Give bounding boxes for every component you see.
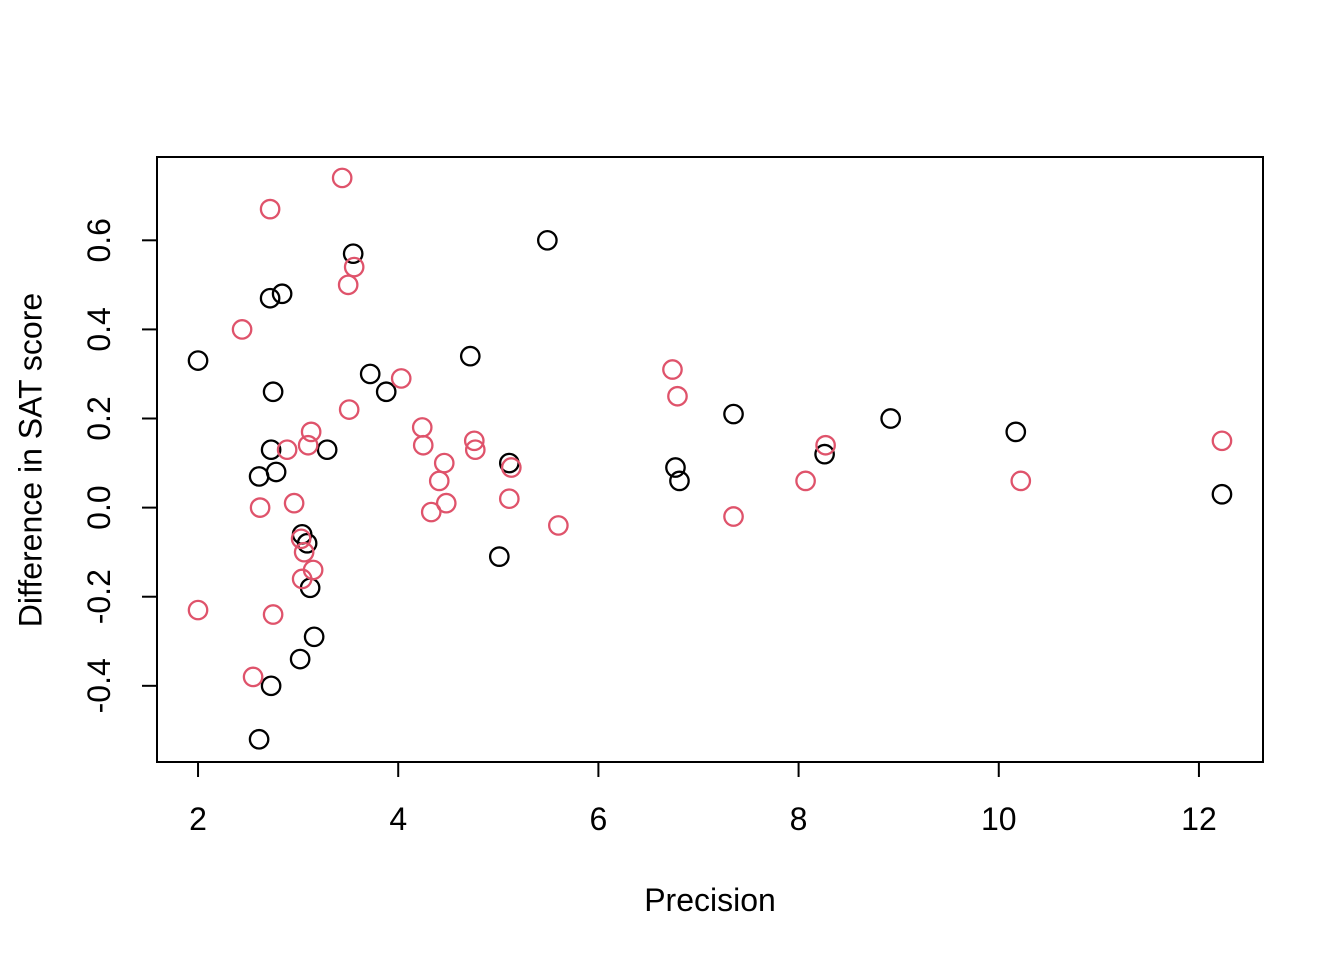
data-point: [289, 648, 311, 670]
data-point: [262, 381, 284, 403]
data-point: [293, 541, 315, 563]
data-point: [296, 532, 318, 554]
data-point: [435, 492, 457, 514]
data-point: [343, 256, 365, 278]
plot-box: [156, 156, 1264, 763]
data-point: [433, 452, 455, 474]
data-point: [1005, 421, 1027, 443]
x-tick-label: 10: [981, 801, 1017, 837]
data-point: [265, 461, 287, 483]
x-tick-label: 8: [790, 801, 808, 837]
data-point: [459, 345, 481, 367]
data-point: [248, 466, 270, 487]
y-axis-title: Difference in SAT score: [12, 292, 49, 628]
y-tick-label: 0.0: [81, 485, 117, 529]
data-point: [723, 403, 744, 425]
data-point: [316, 439, 338, 461]
data-point: [359, 363, 381, 385]
data-point: [665, 457, 686, 478]
data-point: [300, 421, 322, 443]
data-point: [880, 408, 902, 429]
data-point: [290, 528, 312, 550]
data-point: [187, 350, 209, 371]
data-points-black: [187, 229, 1233, 750]
data-point: [259, 198, 281, 220]
data-point: [262, 604, 284, 625]
x-tick-label: 6: [590, 801, 608, 837]
y-tick-label: 0.6: [81, 218, 117, 262]
data-point: [249, 497, 271, 518]
data-point: [412, 434, 434, 456]
x-axis: 2 4 6 8 10 12: [189, 762, 1217, 837]
data-point: [331, 167, 353, 189]
y-tick-label: -0.4: [81, 658, 117, 713]
data-point: [723, 506, 744, 527]
data-point: [187, 599, 209, 621]
data-point: [276, 439, 298, 461]
data-point: [297, 434, 319, 456]
x-axis-title: Precision: [644, 882, 776, 918]
y-axis: -0.4 -0.2 0.0 0.2 0.4 0.6: [81, 218, 157, 713]
data-point: [815, 434, 836, 456]
data-point: [428, 470, 450, 492]
data-point: [283, 492, 305, 514]
x-tick-label: 2: [189, 801, 207, 837]
data-point: [260, 675, 282, 697]
data-point: [1211, 483, 1233, 505]
data-point: [375, 381, 397, 403]
y-tick-label: 0.4: [81, 307, 117, 351]
data-point: [463, 430, 485, 452]
data-point: [669, 470, 690, 492]
data-point: [488, 546, 510, 567]
data-point: [302, 559, 324, 581]
data-point: [259, 287, 281, 309]
data-point: [420, 501, 442, 523]
data-point: [498, 488, 520, 510]
data-point: [667, 385, 688, 407]
data-point: [464, 439, 486, 461]
data-point: [1010, 470, 1032, 492]
y-tick-label: -0.2: [81, 569, 117, 624]
x-tick-label: 4: [389, 801, 407, 837]
data-point: [795, 470, 816, 492]
y-tick-label: 0.2: [81, 396, 117, 440]
data-points-pink: [187, 167, 1233, 688]
data-point: [411, 417, 433, 438]
data-point: [390, 368, 412, 389]
data-point: [342, 243, 364, 265]
data-point: [303, 626, 325, 648]
data-point: [548, 515, 569, 536]
data-point: [537, 229, 558, 251]
data-point: [260, 439, 282, 461]
data-point: [248, 728, 270, 750]
data-point: [231, 319, 253, 340]
data-point: [242, 666, 264, 688]
x-tick-label: 12: [1181, 801, 1217, 837]
data-point: [662, 359, 683, 380]
data-point: [500, 457, 522, 478]
data-point: [271, 283, 293, 305]
data-point: [1211, 430, 1233, 452]
data-point: [814, 443, 835, 465]
data-point: [338, 399, 360, 420]
data-point: [337, 274, 359, 296]
